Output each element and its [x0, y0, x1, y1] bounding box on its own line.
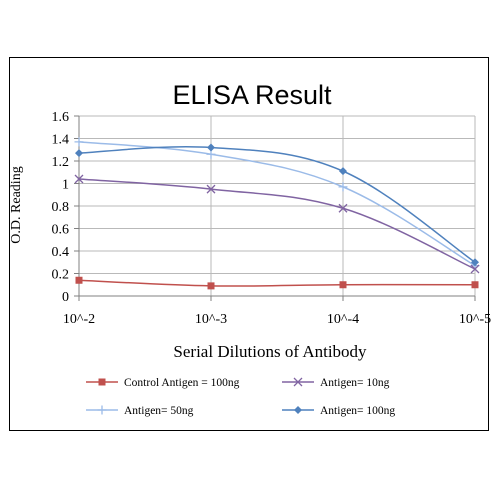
- y-tick-label: 0.8: [52, 200, 70, 215]
- series-line-control-antigen-100ng: [78, 279, 476, 287]
- legend-swatch-marker: [97, 405, 107, 415]
- data-point-control-antigen-100ng: [207, 282, 215, 290]
- series-line-antigen-50ng: [78, 141, 476, 267]
- y-tick-label: 0: [62, 290, 69, 305]
- legend-item-control-antigen-100ng: Control Antigen = 100ng: [86, 377, 240, 389]
- y-tick-label: 0.6: [52, 223, 70, 238]
- x-tick-label: 10^-2: [63, 312, 95, 327]
- data-point-antigen-10ng: [470, 264, 480, 274]
- legend: Control Antigen = 100ng Antigen= 10ng Anti…: [86, 377, 395, 417]
- data-point-antigen-10ng: [206, 184, 216, 194]
- data-point-antigen-100ng: [339, 167, 347, 176]
- chart-title: ELISA Result: [172, 80, 332, 110]
- y-tick-label: 1.2: [52, 155, 70, 170]
- grid: [79, 115, 476, 296]
- x-axis-title: Serial Dilutions of Antibody: [173, 342, 367, 361]
- series-line-antigen-10ng: [78, 178, 476, 270]
- data-point-antigen-50ng: [74, 137, 84, 147]
- data-point-antigen-10ng: [338, 203, 348, 213]
- y-tick-label: 1.4: [52, 133, 70, 148]
- legend-item-antigen-10ng: Antigen= 10ng: [282, 377, 390, 389]
- data-point-antigen-100ng: [75, 149, 83, 158]
- legend-swatch-marker: [293, 377, 303, 387]
- data-point-control-antigen-100ng: [471, 281, 479, 289]
- data-point-control-antigen-100ng: [339, 281, 347, 289]
- legend-swatch-marker: [98, 378, 106, 386]
- series-antigen-10ng: [74, 174, 480, 274]
- series-control-antigen-100ng: [75, 276, 479, 290]
- y-tick-label: 0.2: [52, 268, 70, 283]
- legend-label: Antigen= 10ng: [320, 377, 390, 389]
- y-axis-title: O.D. Reading: [9, 166, 24, 243]
- x-tick-label: 10^-5: [459, 312, 491, 327]
- legend-label: Antigen= 50ng: [124, 405, 194, 417]
- legend-item-antigen-100ng: Antigen= 100ng: [282, 405, 395, 417]
- legend-label: Control Antigen = 100ng: [124, 377, 240, 389]
- legend-label: Antigen= 100ng: [320, 405, 395, 417]
- data-point-antigen-50ng: [338, 182, 348, 192]
- x-tick-label: 10^-3: [195, 312, 227, 327]
- legend-swatch-marker: [294, 406, 302, 414]
- series-antigen-100ng: [75, 143, 479, 267]
- x-tick-label: 10^-4: [327, 312, 359, 327]
- axes: 0 0.2 0.4 0.6 0.8 1 1.2 1.4 1.6 10^-2 10^-3 10^-4 10…: [52, 110, 492, 327]
- y-tick-label: 1.6: [52, 110, 70, 125]
- y-tick-label: 0.4: [52, 245, 70, 260]
- series-layer: [74, 137, 480, 290]
- series-line-antigen-100ng: [78, 145, 476, 263]
- data-point-antigen-100ng: [471, 258, 479, 267]
- y-tick-label: 1: [62, 178, 69, 193]
- series-antigen-50ng: [74, 137, 480, 271]
- chart-frame: [9, 57, 489, 431]
- legend-item-antigen-50ng: Antigen= 50ng: [86, 405, 194, 417]
- data-point-antigen-100ng: [207, 143, 215, 152]
- data-point-antigen-10ng: [74, 174, 84, 184]
- data-point-control-antigen-100ng: [75, 276, 83, 284]
